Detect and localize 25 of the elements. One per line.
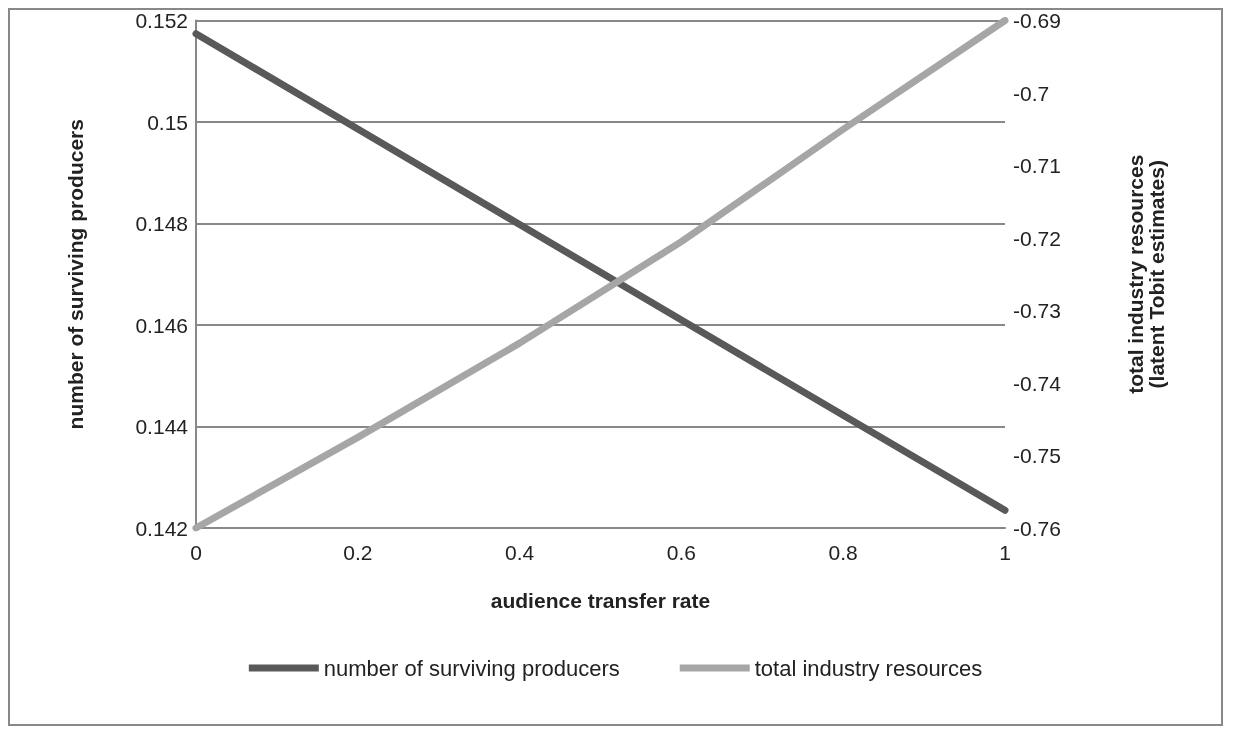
x-tick-label: 0.2 [343, 541, 373, 564]
legend-label: number of surviving producers [323, 655, 620, 681]
y-tick-label: 0.144 [135, 415, 189, 438]
y2-tick-label: -0.71 [1013, 154, 1061, 177]
y-axis-title: number of surviving producers [64, 119, 87, 430]
y2-tick-label: -0.72 [1013, 226, 1061, 250]
x-tick-label: 1 [999, 541, 1011, 564]
y2-tick-label: -0.75 [1013, 444, 1061, 467]
x-tick-label: 0.6 [666, 541, 696, 564]
y2-tick-label: -0.69 [1013, 9, 1061, 32]
y-tick-label: 0.148 [135, 212, 188, 235]
y2-axis-title: total industry resources (latent Tobit estimates) [1124, 154, 1168, 394]
x-tick-label: 0 [190, 541, 202, 564]
x-axis-title: audience transfer rate [490, 589, 711, 612]
y-tick-label: 0.15 [147, 110, 188, 134]
y2-tick-label: -0.74 [1013, 371, 1062, 395]
x-tick-label: 0.8 [828, 541, 858, 564]
y-tick-label: 0.146 [135, 313, 188, 337]
y2-tick-label: -0.73 [1013, 299, 1061, 322]
y-tick-label: 0.152 [135, 9, 188, 32]
legend-label: total industry resources [754, 655, 983, 681]
y2-tick-label: -0.76 [1013, 516, 1061, 540]
y2-tick-label: -0.7 [1013, 81, 1050, 105]
y-tick-label: 0.142 [135, 516, 188, 540]
x-tick-label: 0.4 [505, 541, 535, 564]
